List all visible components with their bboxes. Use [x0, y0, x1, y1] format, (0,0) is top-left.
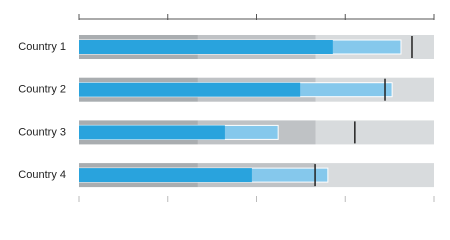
bar	[79, 168, 252, 183]
bar	[79, 125, 225, 140]
chart: Country 1 Country 2 Country 3 Country 4	[18, 14, 435, 202]
range-band	[315, 120, 434, 145]
bar	[79, 40, 333, 54]
category-label: Country 1	[18, 41, 66, 53]
range-band	[315, 163, 434, 188]
category-label: Country 4	[18, 169, 66, 181]
category-label: Country 2	[18, 84, 66, 96]
category-label: Country 3	[18, 126, 66, 138]
bar	[79, 82, 301, 97]
